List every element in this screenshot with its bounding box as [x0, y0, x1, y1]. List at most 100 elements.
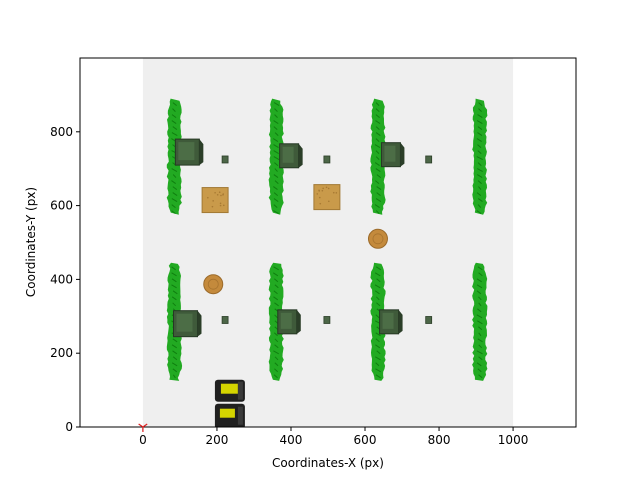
hedge-leaf [476, 156, 483, 161]
hedge-leaf [172, 102, 177, 106]
hedge-leaf [172, 290, 178, 295]
crate-texture [212, 200, 214, 202]
green-box [279, 143, 303, 169]
hedge-leaf [171, 362, 178, 367]
hedge-leaf [477, 126, 483, 130]
hedge-leaf [274, 132, 279, 136]
crate-texture [335, 192, 338, 194]
hedge-leaf [375, 114, 380, 118]
hedge-leaf [478, 108, 482, 112]
hedge-body [472, 98, 488, 215]
hedge-leaf [273, 120, 279, 125]
hedge [472, 262, 488, 381]
hedge-leaf [272, 272, 279, 277]
hedge-leaf [274, 356, 279, 361]
hedge-leaf [375, 150, 380, 154]
hedge-leaf [273, 350, 279, 355]
hedge-leaf [274, 180, 279, 184]
hedge-leaf [374, 162, 380, 167]
hedge-leaf [476, 120, 483, 125]
hedge-leaf [274, 108, 278, 112]
hedge-leaf [375, 132, 381, 136]
hedge-leaf [274, 302, 279, 307]
hedge-leaf [171, 168, 178, 173]
hedge-leaf [375, 156, 380, 160]
hedge-leaf [273, 192, 279, 196]
hedge-leaf [478, 296, 482, 301]
x-tick-label: 200 [206, 433, 229, 447]
hedge-leaf [172, 126, 178, 130]
hedge-leaf [478, 344, 483, 349]
hedge-leaf [273, 290, 278, 295]
hedge-leaf [273, 150, 279, 155]
hedge-leaf [274, 314, 278, 319]
crate-texture [216, 194, 219, 196]
hedge-leaf [374, 204, 380, 209]
y-tick-label: 0 [65, 420, 73, 434]
hedge-leaf [273, 144, 279, 149]
green-box [174, 138, 204, 166]
crate [201, 187, 229, 214]
crate-texture [327, 187, 330, 190]
hedge-leaf [476, 210, 482, 215]
hedge-leaf [273, 126, 278, 130]
crate-texture [222, 204, 225, 207]
axes-frame [79, 57, 577, 428]
hedge-body [268, 98, 284, 215]
hedge-leaf [375, 314, 380, 319]
hedge-leaf [376, 350, 381, 355]
hedge-leaf [272, 138, 279, 143]
hedge-leaf [476, 290, 482, 295]
crate-texture [218, 191, 221, 194]
hedge-leaf [375, 266, 382, 271]
crate-texture [207, 196, 209, 199]
hedge-leaf [477, 266, 483, 271]
hedge-leaf [478, 102, 483, 106]
barrel-ring [372, 233, 384, 245]
hedge-leaf [171, 344, 177, 349]
hedge-leaf [375, 210, 380, 214]
green-box-side [398, 309, 403, 334]
hedge-leaf [171, 180, 176, 184]
hedge-leaf [476, 284, 483, 289]
hedge-leaf [375, 198, 382, 203]
green-box-top [382, 312, 394, 329]
hedge-leaf [172, 374, 176, 379]
hedge-leaf [375, 108, 380, 112]
green-box-top [176, 313, 193, 332]
hedge-leaf [274, 368, 279, 373]
hedge-leaf [273, 174, 279, 178]
small-block [323, 316, 331, 324]
hedge-leaf [172, 356, 178, 361]
hedge-leaf [376, 278, 381, 283]
hedge-leaf [171, 132, 178, 137]
hedge-leaf [375, 168, 381, 173]
small-block [221, 155, 229, 164]
hedge-leaf [477, 308, 482, 313]
crate [313, 184, 341, 211]
crate-texture [332, 191, 335, 194]
crate-texture [322, 187, 324, 190]
field [142, 58, 514, 427]
robot [214, 379, 245, 427]
crate-texture [214, 191, 216, 194]
crate-texture [325, 186, 328, 189]
crate-texture [321, 189, 324, 192]
hedge-leaf [477, 162, 482, 166]
small-block [425, 155, 433, 164]
green-box [172, 310, 202, 338]
x-axis-label: Coordinates-X (px) [272, 456, 384, 470]
hedge-leaf [172, 338, 178, 343]
hedge-leaf [171, 296, 177, 301]
crate-texture [319, 202, 322, 205]
hedge-leaf [171, 120, 177, 125]
robot-wheel [237, 406, 243, 425]
hedge-leaf [477, 204, 482, 208]
hedge-leaf [273, 204, 278, 208]
green-box [380, 142, 405, 168]
green-box-side [296, 309, 301, 334]
hedge-leaf [171, 266, 177, 271]
crate-texture [219, 202, 222, 205]
hedge-leaf [476, 174, 483, 179]
hedge-leaf [478, 186, 482, 190]
